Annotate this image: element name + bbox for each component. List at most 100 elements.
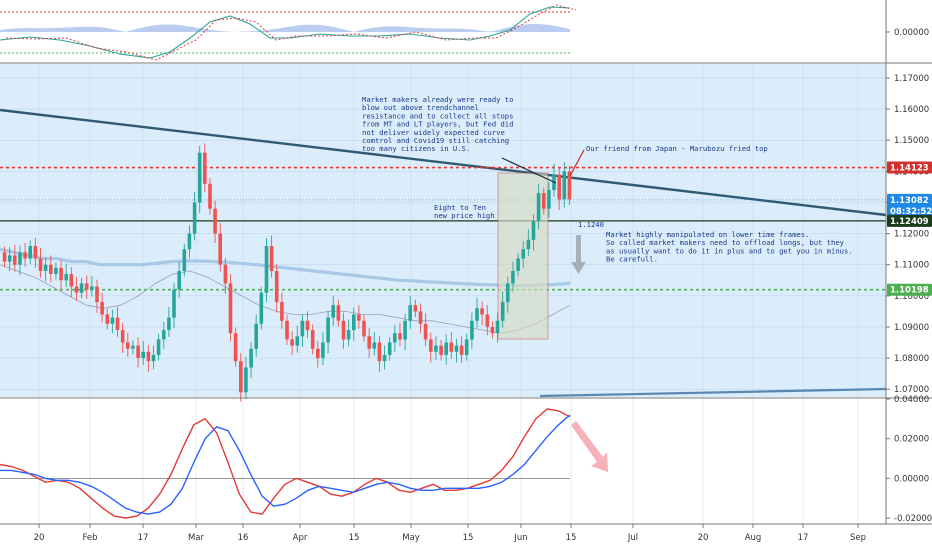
candle-body (182, 249, 187, 271)
annotation-a1-leader (501, 157, 557, 184)
candle-body (249, 348, 253, 368)
annotation-a2-line: Our friend from Japan - Marubozu fried t… (586, 144, 768, 153)
candle-body (403, 320, 407, 340)
trendline-descending (0, 108, 887, 217)
trendline-price-label: 1.1240 (578, 220, 604, 229)
candle-body (162, 330, 166, 340)
candle-body (500, 302, 505, 321)
main-axis-label: 1.16000 (894, 105, 929, 115)
candle-body (423, 323, 428, 340)
candle-body (475, 308, 479, 321)
candle-body (449, 342, 454, 352)
x-axis-label: 15 (349, 533, 360, 543)
candle-body (382, 355, 387, 362)
price-tag-box (887, 193, 932, 206)
annotation-a1-line: blow out above trendchannel (362, 103, 479, 112)
candle-body (346, 330, 351, 340)
candle-body (2, 252, 7, 262)
annotation-a1-line: too many citizens in U.S. (362, 144, 470, 153)
x-axis-label: 17 (138, 533, 149, 543)
candle-body (521, 249, 525, 259)
annotation-a1-line: from MT and LT players, but Fed did (362, 120, 513, 129)
x-axis-label: Jul (627, 533, 638, 543)
candle-body (372, 342, 377, 349)
candle-body (259, 292, 264, 324)
top-signal-line (5, 4, 577, 61)
candle-body (105, 314, 110, 324)
annotation-a4-line: Market highly manipulated on lower time … (606, 230, 809, 239)
candle-body (557, 174, 561, 200)
annotation-a3-line: new price high (434, 211, 495, 220)
main-axis-label: 1.08000 (894, 354, 929, 364)
candle-body (331, 305, 335, 318)
main-axis-label: 1.10000 (894, 292, 929, 302)
price-tag-box (887, 283, 932, 296)
down-arrow-macd (571, 421, 608, 472)
candle-body (203, 152, 207, 184)
candle-body (408, 305, 412, 321)
candle-body (295, 336, 300, 346)
macd-axis-label: -0.02000 (894, 514, 932, 524)
candle-body (490, 327, 495, 334)
ma-slow-line (0, 247, 571, 287)
candle-body (100, 302, 104, 315)
candle-body (274, 271, 279, 303)
candle-body (69, 274, 74, 287)
x-axis-label: Jun (513, 533, 527, 543)
candle-body (156, 339, 161, 355)
candle-body (413, 305, 418, 312)
candle-body (43, 264, 48, 271)
main-axis-label: 1.12000 (894, 230, 929, 240)
candle-body (228, 283, 233, 334)
annotation-a4-line: So called market makers need to offload … (606, 238, 845, 247)
candle-body (208, 183, 212, 209)
annotation-a3-line: Eight to Ten (434, 203, 486, 212)
main-axis-label: 1.17000 (894, 74, 929, 84)
candle-body (305, 320, 310, 331)
candle-body (233, 333, 238, 362)
price-tag-box (887, 214, 932, 227)
channel-lower-line (539, 387, 887, 398)
candle-body (418, 311, 423, 324)
candle-body (326, 317, 330, 343)
top-indicator (0, 4, 577, 61)
candle-body (197, 152, 202, 203)
candle-body (280, 302, 284, 321)
candle-body (131, 345, 135, 349)
candle-body (177, 271, 181, 290)
main-axis-label: 1.07000 (894, 385, 929, 395)
candle-body (64, 274, 68, 281)
annotation-a1-line: not deliver widely expected curve (362, 128, 505, 137)
x-axis-label: Aug (745, 533, 762, 543)
candle-body (33, 246, 38, 259)
candle-body (23, 252, 27, 259)
price-tag-label: 1.10198 (890, 286, 929, 296)
candle-body (90, 286, 94, 290)
macd-axis-label: 0.04000 (894, 395, 929, 405)
channel-band (0, 64, 886, 397)
candle-body (146, 351, 151, 362)
candle-body (367, 336, 371, 349)
candle-body (300, 320, 305, 337)
candle-body (454, 345, 459, 352)
x-axis-label: 20 (34, 533, 45, 543)
candle-body (444, 342, 448, 355)
annotation-a1-line: comtrol and Covid19 still catching (362, 136, 509, 145)
candle-body (84, 283, 89, 290)
candle-body (341, 320, 346, 340)
candle-body (562, 171, 567, 200)
price-tag-box (887, 161, 932, 174)
candle-body (398, 333, 402, 340)
candle-body (459, 345, 464, 355)
macd-red-line (0, 408, 571, 519)
price-tag-label: 1.13082 (890, 196, 929, 206)
candle-body (54, 267, 58, 274)
price-tag-label: 1.12409 (890, 217, 929, 227)
candle-body (187, 233, 192, 250)
down-arrow-macd-shape (571, 421, 608, 472)
annotation-a4-line: Be carefull. (606, 255, 658, 264)
candle-body (310, 330, 315, 349)
candle-body (218, 233, 222, 265)
candle-body (141, 351, 145, 359)
